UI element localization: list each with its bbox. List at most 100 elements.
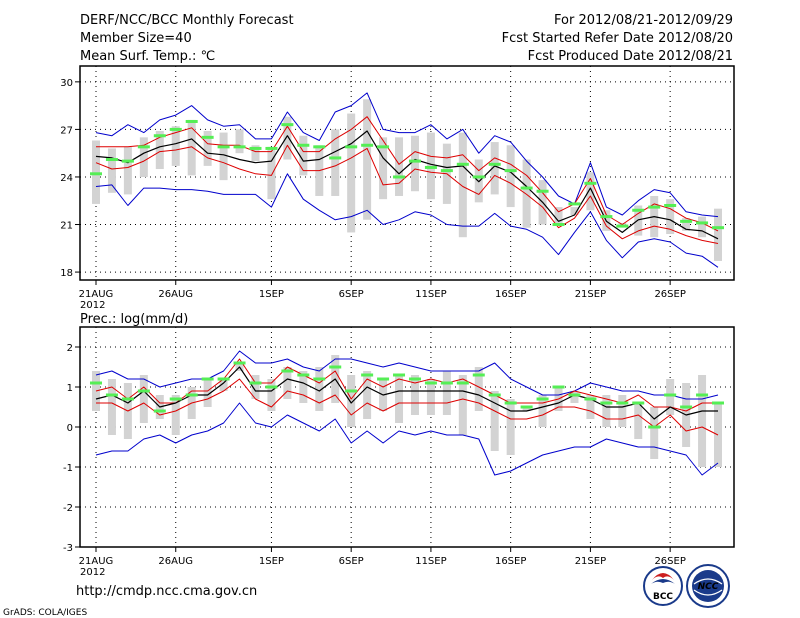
temp-xtick-year: 2012 <box>80 300 105 311</box>
prec-ensemble-box-33 <box>618 395 627 427</box>
temp-ensemble-box-4 <box>155 130 164 170</box>
precipitation-panel: -3 -2 -1 0 1 2 21AUG 26AUG 1SEP 6SEP 11SEP 16SEP 21S… <box>63 326 735 578</box>
prec-median-marker-33 <box>616 401 629 405</box>
prec-xtick-label-5: 16SEP <box>495 556 526 567</box>
temp-median-marker-7 <box>201 135 214 139</box>
prec-axes: -3 -2 -1 0 1 2 21AUG 26AUG 1SEP 6SEP 11SEP 16SEP 21S… <box>63 343 686 578</box>
prec-xtick-label-7: 26SEP <box>654 556 685 567</box>
prec-xtick-label-6: 21SEP <box>575 556 606 567</box>
prec-median-marker-15 <box>329 365 342 369</box>
precipitation-plot-frame <box>79 326 735 548</box>
prec-xtick-year: 2012 <box>80 567 105 578</box>
temp-max-line <box>95 92 719 218</box>
temp-upper-spread-line <box>96 116 719 232</box>
temp-median-marker-38 <box>696 221 709 225</box>
bcc-logo: BCC <box>643 566 683 606</box>
temp-ytick-label-2: 24 <box>60 173 73 184</box>
prec-ensemble-box-25 <box>490 391 499 451</box>
prec-median-marker-6 <box>185 393 198 397</box>
prec-median-marker-26 <box>504 401 517 405</box>
prec-median-marker-8 <box>217 377 230 381</box>
prec-median-marker-18 <box>377 377 390 381</box>
prec-median-marker-1 <box>105 393 118 397</box>
temp-median-marker-3 <box>137 145 150 149</box>
prec-median-marker-9 <box>233 361 246 365</box>
temp-median-marker-11 <box>265 146 278 150</box>
temp-ensemble-box-38 <box>698 216 707 238</box>
temp-ensemble-box-21 <box>426 132 435 200</box>
temp-ytick-label-1: 21 <box>60 221 73 232</box>
temp-ensemble-box-13 <box>299 135 308 176</box>
prec-median-marker-0 <box>90 381 102 385</box>
refer-date: Fcst Started Refer Date 2012/08/20 <box>502 31 733 46</box>
temp-median-marker-25 <box>488 162 501 166</box>
prec-ensemble-box-27 <box>522 407 531 411</box>
prec-ytick-label-5: 2 <box>67 343 73 354</box>
temp-median-marker-35 <box>648 205 661 209</box>
temp-median-marker-29 <box>552 223 565 227</box>
ncc-logo: NCC <box>686 564 730 608</box>
temp-grid <box>80 66 734 280</box>
variable-label: Mean Surf. Temp.: ℃ <box>80 49 215 64</box>
temp-median-marker-24 <box>472 175 485 179</box>
prec-ytick-label-2: -1 <box>63 463 73 474</box>
prec-median-marker-13 <box>297 373 310 377</box>
temp-median-marker-23 <box>456 162 469 166</box>
prec-ensemble-box-35 <box>650 407 659 459</box>
prec-ensemble-box-19 <box>395 375 404 423</box>
prec-ytick-label-0: -3 <box>63 543 73 554</box>
temp-ensemble-box-3 <box>139 137 148 177</box>
temp-ensemble-box-27 <box>522 159 531 228</box>
prec-xtick-label-4: 11SEP <box>415 556 446 567</box>
temp-ytick-label-0: 18 <box>60 268 73 279</box>
temp-median-marker-17 <box>361 143 374 147</box>
prec-xtick-label-2: 1SEP <box>259 556 284 567</box>
temp-median-marker-12 <box>281 123 294 127</box>
temp-ensemble-box-7 <box>203 130 212 166</box>
temp-ensemble-box-8 <box>219 132 228 181</box>
temp-ensemble-box-2 <box>123 146 132 195</box>
prec-median-marker-37 <box>680 405 693 409</box>
prec-median-marker-34 <box>632 401 645 405</box>
temp-median-marker-10 <box>249 146 262 150</box>
prec-median-marker-31 <box>584 397 597 401</box>
prec-ensemble-box-32 <box>602 395 611 427</box>
temp-median-marker-14 <box>313 145 326 149</box>
prec-ytick-label-4: 1 <box>67 383 73 394</box>
prec-median-marker-12 <box>281 369 294 373</box>
prec-median-marker-7 <box>201 377 214 381</box>
temp-ensemble-box-19 <box>395 137 404 196</box>
temp-median-marker-39 <box>712 226 724 230</box>
temp-median-marker-4 <box>153 134 166 138</box>
prec-median-marker-29 <box>552 385 565 389</box>
temp-series-lines <box>95 92 719 268</box>
temp-xtick-label-7: 26SEP <box>654 289 685 300</box>
prec-median-markers <box>90 361 724 429</box>
prec-median-marker-35 <box>648 425 661 429</box>
prec-median-marker-22 <box>440 381 453 385</box>
prec-ensemble-box-17 <box>363 371 372 419</box>
temp-median-marker-9 <box>233 145 246 149</box>
temperature-plot-frame <box>79 65 735 281</box>
temp-ytick-label-4: 30 <box>60 78 73 89</box>
prec-ensemble-box-23 <box>458 375 467 435</box>
prec-ensemble-box-10 <box>251 375 260 399</box>
prec-median-marker-11 <box>265 385 278 389</box>
prec-median-marker-32 <box>600 401 613 405</box>
temp-xtick-label-1: 26AUG <box>158 289 193 300</box>
prec-ensemble-box-24 <box>474 367 483 411</box>
temp-ensemble-box-23 <box>458 132 467 238</box>
prec-median-marker-3 <box>137 389 150 393</box>
prec-ensemble-box-31 <box>586 395 595 419</box>
prec-max-line <box>95 350 719 400</box>
temp-ensemble-box-30 <box>570 207 579 216</box>
prec-median-marker-28 <box>536 397 549 401</box>
prec-lower-spread-line <box>96 378 719 436</box>
temp-ensemble-box-9 <box>235 129 244 154</box>
prec-xtick-label-3: 6SEP <box>339 556 364 567</box>
temp-xtick-label-5: 16SEP <box>495 289 526 300</box>
prec-ensemble-box-12 <box>283 367 292 399</box>
temp-ensemble-box-18 <box>379 137 388 200</box>
temp-ensemble-box-20 <box>410 135 419 192</box>
